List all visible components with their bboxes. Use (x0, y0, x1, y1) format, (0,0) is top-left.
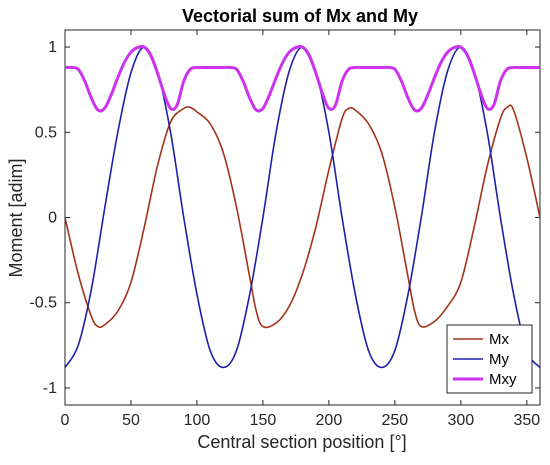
y-tick-label: 0.5 (35, 124, 57, 141)
x-tick-label: 100 (184, 412, 211, 429)
x-tick-label: 0 (61, 412, 70, 429)
chart-title: Vectorial sum of Mx and My (182, 6, 418, 26)
x-axis-label: Central section position [°] (197, 432, 406, 452)
x-tick-label: 50 (122, 412, 140, 429)
y-tick-label: -1 (43, 380, 57, 397)
series-line-mxy (65, 44, 540, 113)
series-lines (65, 44, 540, 369)
x-tick-label: 250 (382, 412, 409, 429)
legend-label-mx: Mx (489, 331, 509, 348)
y-tick-label: -0.5 (29, 295, 57, 312)
y-tick-label: 0 (48, 210, 57, 227)
x-tick-label: 200 (316, 412, 343, 429)
y-axis-label: Moment [adim] (6, 158, 26, 277)
x-tick-label: 300 (447, 412, 474, 429)
x-tick-label: 350 (513, 412, 540, 429)
legend: Mx My Mxy (446, 324, 533, 394)
series-line-mx (65, 104, 540, 329)
legend-label-my: My (489, 351, 509, 368)
x-tick-label: 150 (250, 412, 277, 429)
y-tick-label: 1 (48, 39, 57, 56)
legend-label-mxy: Mxy (489, 371, 517, 388)
plot-area: 0 50 100 150 200 250 300 350 -1 -0.5 0 0.5 1 Mx My Mxy (29, 29, 541, 429)
